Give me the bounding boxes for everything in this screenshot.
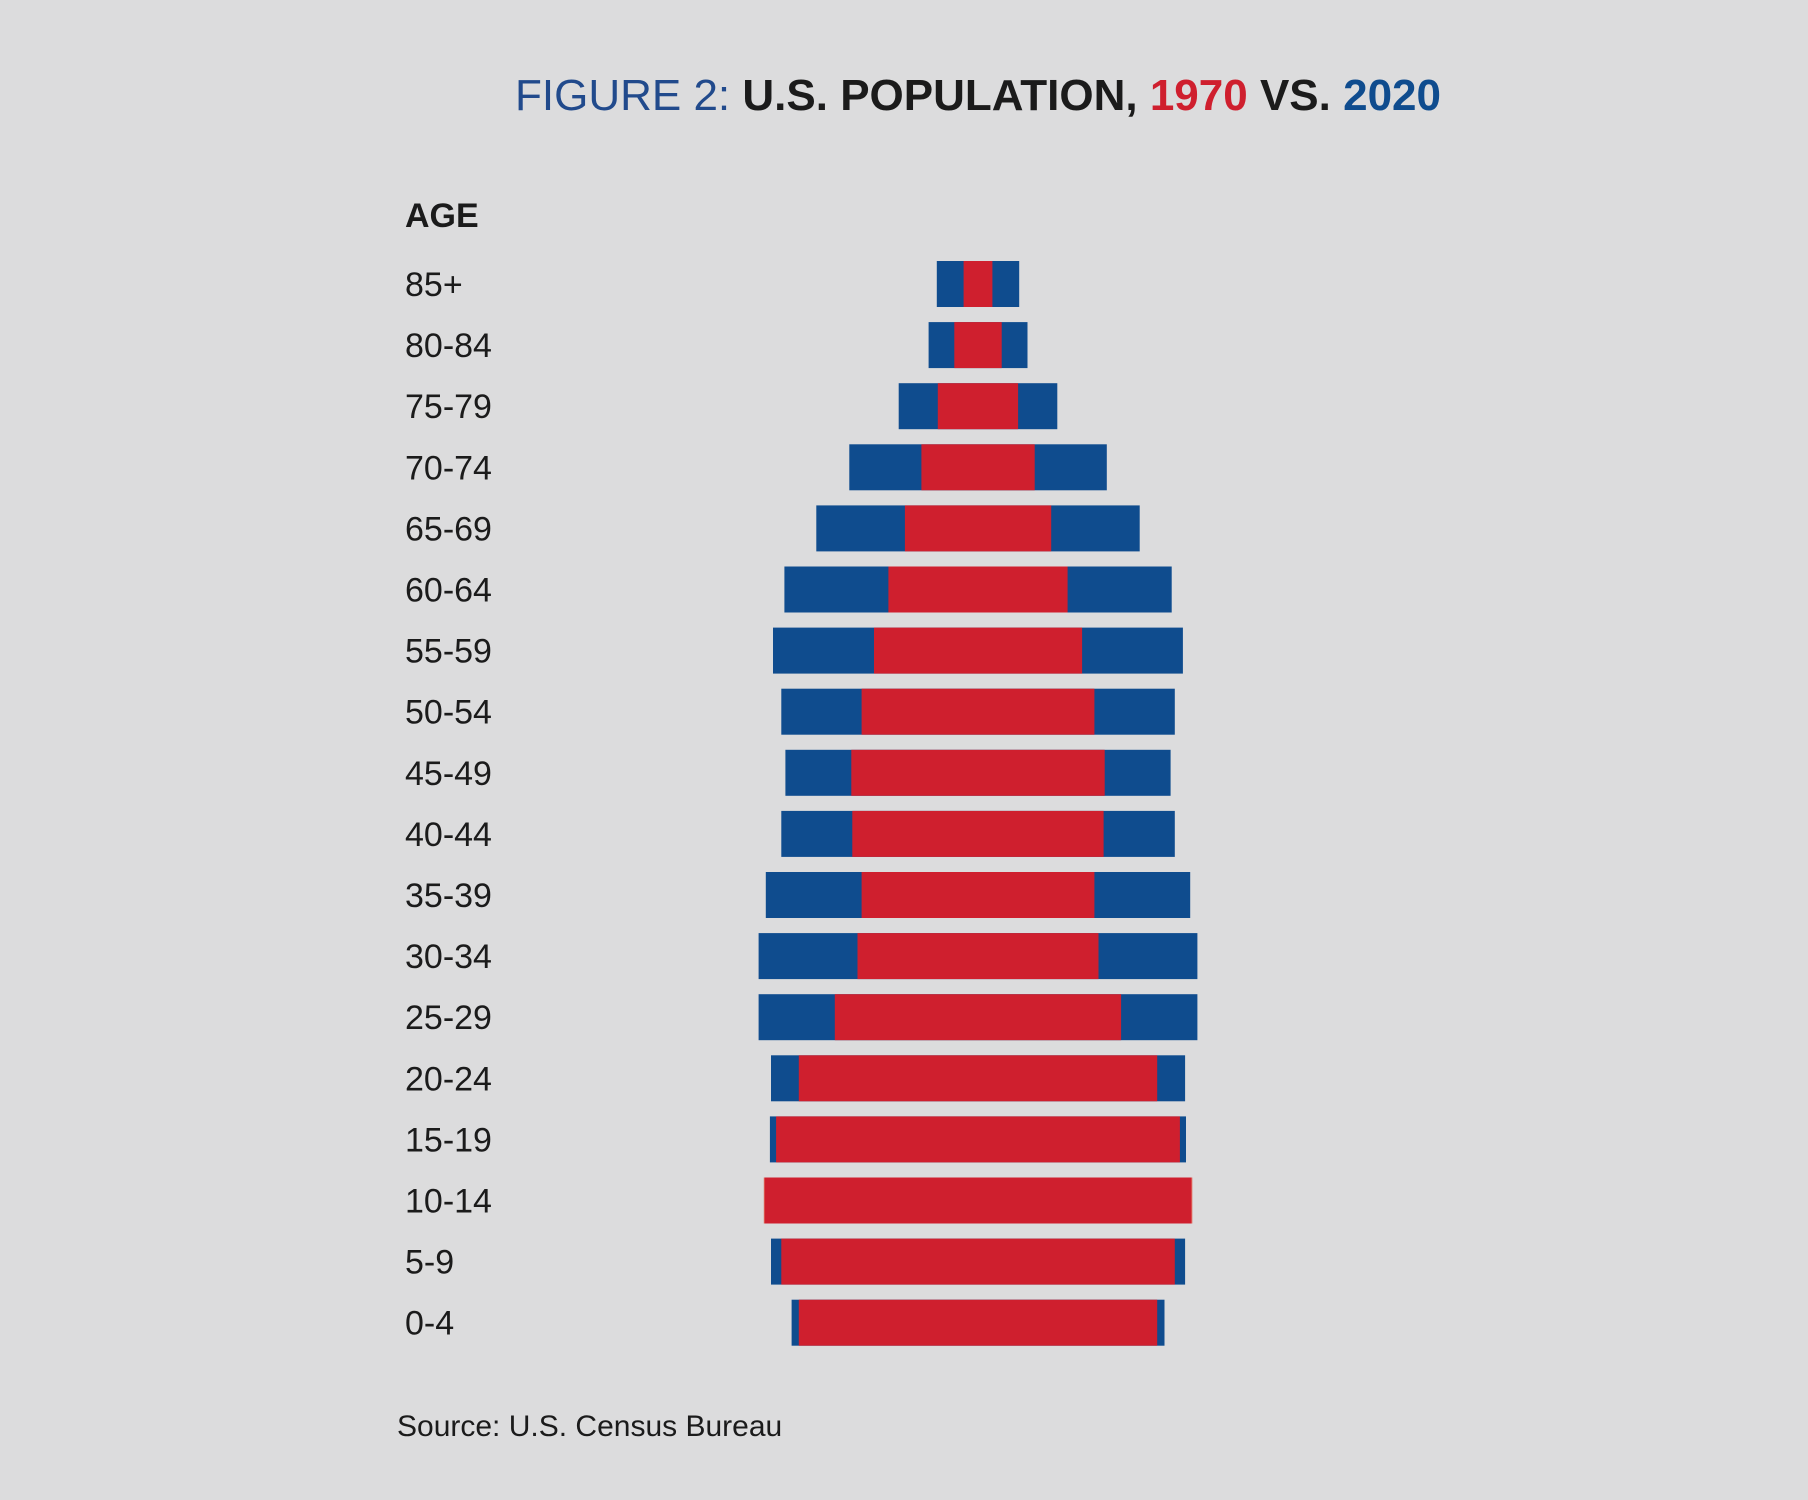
age-tick-label-85plus: 85+: [405, 266, 463, 304]
age-tick-label-30-34: 30-34: [405, 938, 492, 976]
bar-1970-5-9: [781, 1238, 1175, 1285]
bar-1970-40-44: [852, 810, 1104, 857]
age-tick-label-5-9: 5-9: [405, 1244, 454, 1282]
bar-1970-35-39: [861, 872, 1095, 918]
age-tick-label-50-54: 50-54: [405, 694, 492, 732]
bar-1970-15-19: [776, 1116, 1180, 1163]
title-year-1970: 1970: [1150, 71, 1248, 120]
age-tick-label-60-64: 60-64: [405, 572, 492, 610]
bar-1970-55-59: [874, 627, 1083, 674]
bar-1970-30-34: [857, 933, 1099, 980]
bar-1970-25-29: [834, 994, 1122, 1041]
age-tick-label-45-49: 45-49: [405, 755, 492, 793]
title-year-2020: 2020: [1343, 71, 1441, 120]
title-vs: VS.: [1248, 71, 1343, 120]
age-tick-label-70-74: 70-74: [405, 449, 492, 487]
bar-1970-20-24: [798, 1055, 1158, 1102]
chart-title: FIGURE 2: U.S. POPULATION, 1970 VS. 2020: [515, 71, 1441, 120]
age-tick-label-0-4: 0-4: [405, 1305, 454, 1343]
age-tick-label-55-59: 55-59: [405, 633, 492, 671]
bar-1970-0-4: [798, 1299, 1158, 1346]
bar-1970-50-54: [861, 688, 1095, 735]
source-note: Source: U.S. Census Bureau: [397, 1410, 782, 1443]
bar-1970-75-79: [937, 383, 1019, 430]
age-tick-label-75-79: 75-79: [405, 388, 492, 426]
bar-1970-85plus: [963, 261, 993, 307]
bar-1970-80-84: [954, 322, 1002, 369]
y-axis-label: AGE: [405, 197, 479, 235]
age-tick-label-80-84: 80-84: [405, 327, 492, 365]
bar-1970-70-74: [921, 444, 1035, 491]
bars-group: [758, 261, 1198, 1346]
bar-1970-45-49: [851, 749, 1105, 796]
age-tick-label-15-19: 15-19: [405, 1121, 492, 1159]
bar-1970-10-14: [764, 1177, 1192, 1224]
age-tick-label-35-39: 35-39: [405, 877, 492, 915]
bar-1970-60-64: [888, 566, 1068, 613]
title-main: U.S. POPULATION,: [742, 71, 1149, 120]
age-tick-labels: 85+ 80-84 75-79 70-74 65-69 60-64 55-59 50-54 45…: [405, 266, 492, 1343]
age-tick-label-25-29: 25-29: [405, 999, 492, 1037]
title-prefix: FIGURE 2:: [515, 71, 742, 120]
age-tick-label-20-24: 20-24: [405, 1060, 492, 1098]
age-tick-label-65-69: 65-69: [405, 510, 492, 548]
age-tick-label-10-14: 10-14: [405, 1183, 492, 1221]
bar-1970-65-69: [904, 505, 1052, 552]
age-tick-label-40-44: 40-44: [405, 816, 492, 854]
